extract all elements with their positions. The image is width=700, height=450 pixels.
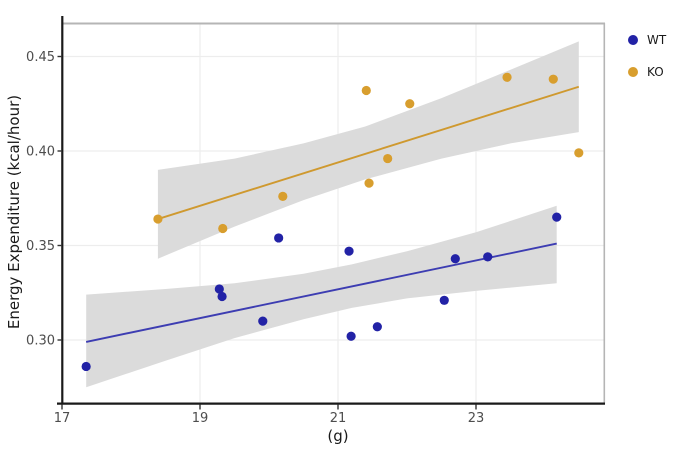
svg-text:0.35: 0.35 [26,239,55,254]
svg-text:0.45: 0.45 [26,50,55,65]
ko-point-marker-icon [628,67,638,77]
y-axis-title: Energy Expenditure (kcal/hour) [5,94,23,330]
svg-text:23: 23 [468,411,485,426]
svg-text:0.30: 0.30 [26,334,55,349]
legend-item-ko: KO [628,62,666,82]
svg-text:21: 21 [330,411,347,426]
legend-label-ko: KO [647,65,664,79]
legend-label-wt: WT [647,33,667,47]
x-axis-title: (g) [327,427,349,445]
legend-item-wt: WT [628,30,666,50]
legend: WT KO [628,30,666,94]
svg-text:0.40: 0.40 [26,145,55,160]
wt-point-marker-icon [628,35,638,45]
svg-text:19: 19 [192,411,209,426]
svg-text:17: 17 [54,411,71,426]
